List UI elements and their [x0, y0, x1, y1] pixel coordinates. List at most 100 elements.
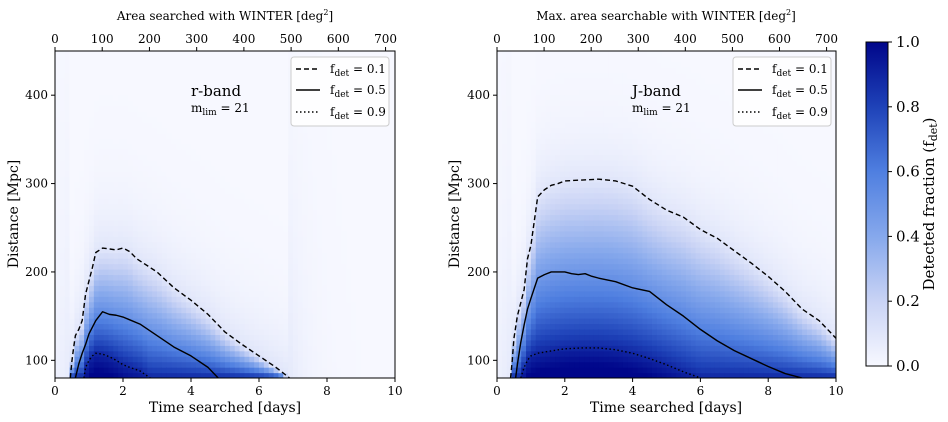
heatmap-cell: [540, 89, 547, 96]
heatmap-cell: [351, 274, 357, 281]
heatmap-cell: [259, 296, 265, 303]
heatmap-cell: [171, 258, 178, 265]
heatmap-cell: [545, 170, 551, 177]
heatmap-cell: [239, 51, 246, 58]
heatmap-cell: [385, 203, 391, 210]
heatmap-cell: [365, 181, 372, 188]
heatmap-cell: [142, 328, 148, 335]
heatmap-cell: [205, 361, 212, 368]
heatmap-cell: [273, 105, 280, 112]
heatmap-cell: [322, 247, 328, 254]
heatmap-cell: [263, 198, 270, 205]
heatmap-cell: [336, 301, 343, 308]
heatmap-cell: [157, 323, 163, 330]
heatmap-cell: [535, 225, 542, 232]
heatmap-cell: [59, 56, 66, 63]
heatmap-cell: [215, 170, 221, 177]
heatmap-cell: [215, 143, 221, 150]
heatmap-cell: [171, 78, 178, 85]
heatmap-cell: [278, 290, 284, 297]
heatmap-cell: [152, 296, 158, 303]
heatmap-cell: [535, 209, 542, 216]
heatmap-cell: [322, 361, 328, 368]
heatmap-cell: [283, 328, 289, 335]
heatmap-cell: [278, 247, 284, 254]
heatmap-cell: [302, 258, 309, 265]
heatmap-cell: [273, 100, 280, 107]
heatmap-cell: [356, 367, 362, 374]
heatmap-cell: [385, 143, 391, 150]
heatmap-cell: [127, 89, 134, 96]
heatmap-cell: [239, 170, 246, 177]
heatmap-cell: [370, 350, 377, 357]
heatmap-cell: [302, 345, 309, 352]
heatmap-cell: [307, 132, 314, 139]
heatmap-cell: [530, 143, 537, 150]
heatmap-cell: [205, 138, 212, 145]
heatmap-cell: [93, 361, 100, 368]
heatmap-cell: [516, 236, 522, 243]
heatmap-cell: [263, 209, 270, 216]
heatmap-cell: [215, 219, 221, 226]
heatmap-cell: [74, 100, 80, 107]
heatmap-cell: [545, 110, 551, 117]
heatmap-cell: [79, 258, 85, 265]
heatmap-cell: [530, 318, 537, 325]
heatmap-cell: [375, 181, 382, 188]
heatmap-cell: [142, 83, 148, 90]
heatmap-cell: [312, 154, 318, 161]
heatmap-cell: [526, 94, 532, 101]
heatmap-cell: [181, 187, 187, 194]
heatmap-cell: [113, 247, 119, 254]
heatmap-cell: [322, 230, 328, 237]
heatmap-cell: [239, 241, 246, 248]
heatmap-cell: [186, 285, 192, 292]
heatmap-cell: [55, 176, 61, 183]
heatmap-cell: [69, 100, 76, 107]
heatmap-cell: [98, 219, 105, 226]
heatmap-cell: [346, 209, 352, 216]
heatmap-cell: [550, 89, 556, 96]
heatmap-cell: [137, 345, 144, 352]
heatmap-cell: [346, 258, 352, 265]
heatmap-cell: [142, 78, 148, 85]
heatmap-cell: [365, 192, 372, 199]
heatmap-cell: [79, 138, 85, 145]
heatmap-cell: [302, 230, 309, 237]
heatmap-cell: [511, 143, 517, 150]
heatmap-cell: [545, 263, 551, 270]
heatmap-cell: [263, 56, 270, 63]
heatmap-cell: [191, 116, 197, 123]
heatmap-cell: [127, 312, 134, 319]
heatmap-cell: [555, 339, 561, 346]
heatmap-cell: [322, 328, 328, 335]
heatmap-cell: [157, 307, 163, 314]
heatmap-cell: [79, 121, 85, 128]
heatmap-cell: [69, 121, 76, 128]
heatmap-cell: [361, 334, 367, 341]
heatmap-cell: [234, 230, 241, 237]
heatmap-cell: [152, 127, 158, 134]
heatmap-cell: [161, 132, 168, 139]
heatmap-cell: [137, 214, 144, 221]
heatmap-cell: [273, 236, 280, 243]
heatmap-cell: [521, 94, 527, 101]
heatmap-cell: [380, 279, 386, 286]
heatmap-cell: [74, 94, 80, 101]
heatmap-cell: [249, 225, 255, 232]
heatmap-cell: [302, 312, 309, 319]
heatmap-cell: [166, 67, 173, 74]
heatmap-cell: [380, 269, 386, 276]
heatmap-cell: [64, 89, 71, 96]
heatmap-cell: [506, 181, 513, 188]
heatmap-cell: [215, 356, 221, 363]
heatmap-cell: [113, 181, 119, 188]
heatmap-cell: [521, 312, 527, 319]
heatmap-cell: [283, 149, 289, 156]
heatmap-cell: [506, 160, 513, 167]
heatmap-cell: [132, 290, 139, 297]
heatmap-cell: [254, 328, 260, 335]
heatmap-cell: [74, 187, 80, 194]
heatmap-cell: [98, 328, 105, 335]
heatmap-cell: [108, 149, 114, 156]
